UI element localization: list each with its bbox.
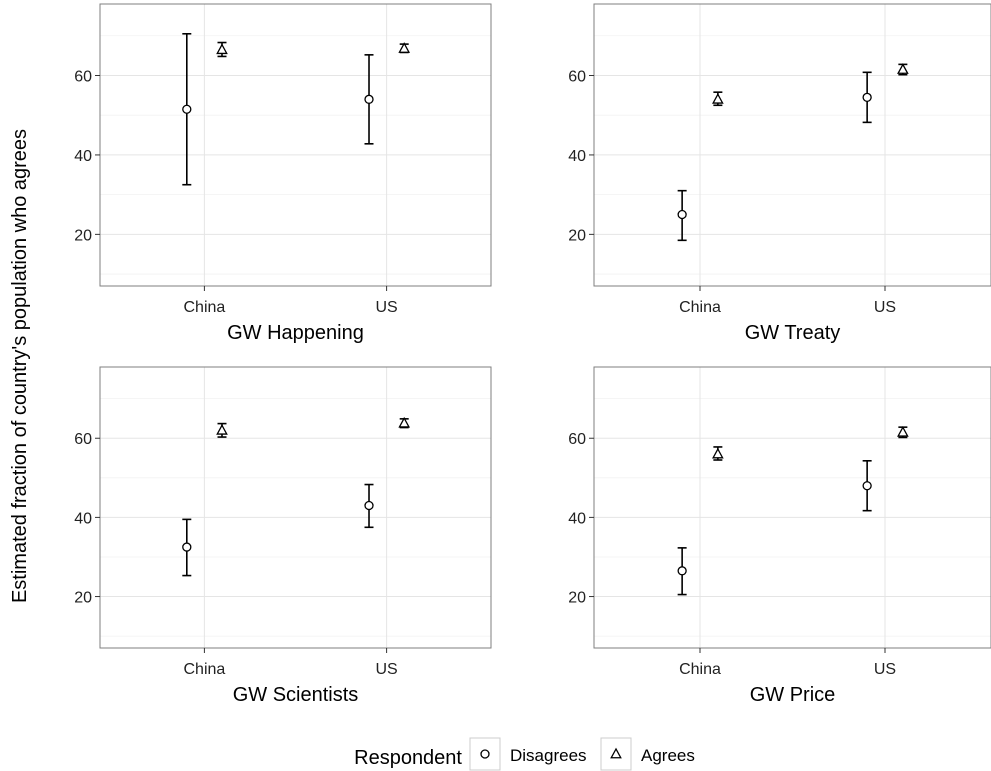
panel-3: 20 40 60 China US GW Scientists xyxy=(74,366,492,706)
legend-label: Agrees xyxy=(641,746,695,765)
y-tick-label: 40 xyxy=(568,510,586,527)
point-disagrees xyxy=(182,542,192,552)
x-tick-label: China xyxy=(679,661,721,678)
legend-circle-icon xyxy=(480,749,490,759)
point-disagrees xyxy=(182,104,192,114)
panel-border xyxy=(593,3,991,287)
x-tick-label: US xyxy=(375,299,397,316)
y-tick-label: 40 xyxy=(74,148,92,165)
y-tick-label: 60 xyxy=(74,431,92,448)
point-disagrees xyxy=(862,92,872,102)
point-disagrees xyxy=(677,566,687,576)
point-agrees xyxy=(712,447,724,459)
point-disagrees xyxy=(677,209,687,220)
point-disagrees xyxy=(364,500,374,511)
panel-title: GW Treaty xyxy=(745,322,841,344)
panel-2: 20 40 60 China US GW Treaty xyxy=(568,3,991,344)
point-agrees xyxy=(712,92,724,104)
panel-4: 20 40 60 China US GW Price xyxy=(568,366,991,706)
point-agrees xyxy=(216,423,228,435)
point-agrees xyxy=(897,425,909,437)
panel-border xyxy=(99,366,492,649)
legend-item-agrees: Agrees xyxy=(600,737,695,771)
x-tick-label: China xyxy=(183,299,225,316)
y-tick-label: 40 xyxy=(568,148,586,165)
y-tick-label: 20 xyxy=(74,227,92,244)
legend-title: Respondent xyxy=(354,747,462,769)
legend-item-disagrees: Disagrees xyxy=(469,737,587,771)
y-tick-label: 20 xyxy=(568,227,586,244)
legend: Respondent Disagrees Agrees xyxy=(354,737,695,771)
point-disagrees xyxy=(862,481,872,491)
y-tick-label: 20 xyxy=(568,590,586,607)
point-disagrees xyxy=(364,94,374,104)
point-agrees xyxy=(216,43,228,55)
panel-title: GW Price xyxy=(750,684,836,706)
y-tick-label: 20 xyxy=(74,590,92,607)
legend-label: Disagrees xyxy=(510,746,587,765)
panel-1: 20 40 60 China US GW Happening xyxy=(74,3,492,344)
y-tick-label: 60 xyxy=(74,68,92,85)
point-agrees xyxy=(897,63,909,74)
x-tick-label: China xyxy=(183,661,225,678)
panels: 20 40 60 China US GW Happening 20 40 60 China US GW… xyxy=(74,3,991,706)
point-agrees xyxy=(398,42,411,53)
panel-title: GW Happening xyxy=(227,322,364,344)
point-agrees xyxy=(398,416,411,428)
panel-border xyxy=(99,3,492,287)
x-tick-label: US xyxy=(375,661,397,678)
y-tick-label: 60 xyxy=(568,431,586,448)
y-axis-label: Estimated fraction of country's populati… xyxy=(9,129,31,603)
panel-border xyxy=(593,366,991,649)
legend-triangle-icon xyxy=(610,747,622,759)
y-tick-label: 40 xyxy=(74,510,92,527)
x-tick-label: US xyxy=(874,661,896,678)
x-tick-label: US xyxy=(874,299,896,316)
x-tick-label: China xyxy=(679,299,721,316)
panel-title: GW Scientists xyxy=(233,684,359,706)
y-tick-label: 60 xyxy=(568,68,586,85)
